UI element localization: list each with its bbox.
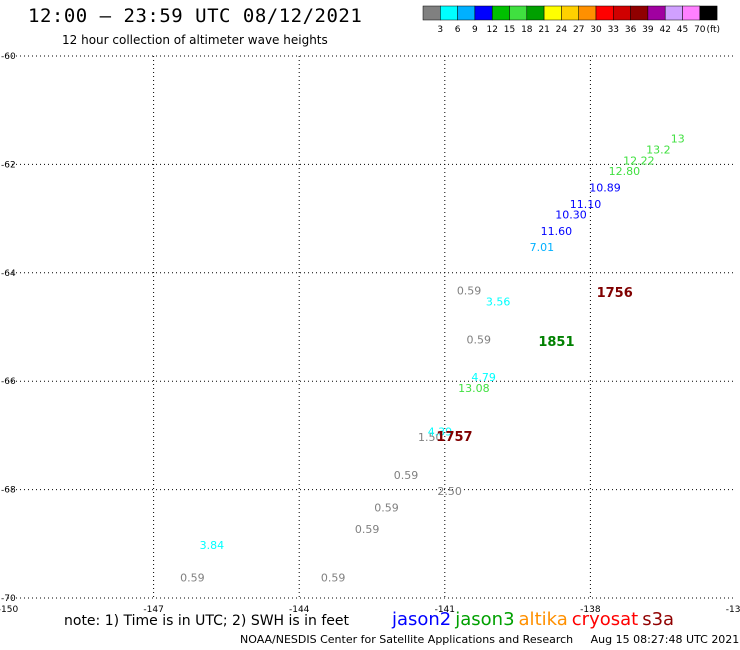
y-tick-label: -68 — [1, 486, 16, 496]
colorbar-label: 36 — [625, 25, 637, 35]
wave-height-label: 13 — [671, 133, 685, 146]
colorbar-label: 18 — [521, 25, 533, 35]
credit-text: NOAA/NESDIS Center for Satellite Applica… — [240, 633, 574, 646]
wave-height-label: 13.08 — [458, 382, 490, 395]
y-tick-label: -60 — [1, 52, 16, 62]
wave-height-label: 10.89 — [589, 182, 621, 195]
colorbar-label: 27 — [573, 25, 584, 35]
wave-height-label: 2.50 — [437, 485, 462, 498]
footer-credit: NOAA/NESDIS Center for Satellite Applica… — [240, 633, 740, 646]
x-tick-label: -138 — [580, 605, 601, 615]
colorbar-label: 9 — [472, 25, 478, 35]
pass-time-label: 1756 — [597, 286, 633, 301]
wave-height-label: 12.80 — [609, 165, 641, 178]
wave-height-label: 1.50 — [418, 431, 443, 444]
colorbar-label: 3 — [437, 25, 443, 35]
colorbar-swatch — [699, 5, 718, 21]
x-tick-label: -147 — [143, 605, 163, 615]
colorbar-label: 45 — [677, 25, 688, 35]
x-tick-label: -135 — [726, 605, 740, 615]
x-tick-label: -150 — [0, 605, 18, 615]
wave-height-label: 0.59 — [374, 501, 399, 514]
pass-annotations: 1756 1851 1757 — [436, 286, 632, 445]
pass-time-label: 1757 — [436, 430, 472, 445]
footer-note: note: 1) Time is in UTC; 2) SWH is in fe… — [64, 613, 350, 629]
satellite-name: s3a — [642, 609, 675, 630]
wave-height-label: 4.39 — [428, 425, 453, 438]
axis-tick-labels: -150 -147 -144 -141 -138 -135 -60 -62 -64 -66 -68 -… — [0, 52, 740, 615]
wave-height-label: 0.59 — [355, 523, 380, 536]
x-tick-label: -141 — [435, 605, 455, 615]
timestamp-text: Aug 15 08:27:48 UTC 2021 — [590, 633, 740, 646]
wave-height-label: 13.2 — [646, 144, 671, 157]
wave-height-label: 11.10 — [570, 198, 602, 211]
colorbar-label: 30 — [590, 25, 602, 35]
wave-height-label: 11.60 — [541, 225, 573, 238]
satellite-legend: note: 1) Time is in UTC; 2) SWH is in fe… — [64, 609, 674, 630]
satellite-name: cryosat — [571, 609, 639, 630]
y-tick-label: -62 — [1, 160, 16, 170]
x-tick-label: -144 — [289, 605, 310, 615]
colorbar-label: 24 — [556, 25, 568, 35]
satellite-name: altika — [518, 609, 568, 630]
y-tick-label: -64 — [1, 269, 16, 279]
colorbar-label: 42 — [659, 25, 670, 35]
colorbar-label: 15 — [504, 25, 515, 35]
color-scale-legend: 3 6 9 12 15 18 21 24 27 30 33 36 39 42 45 70 (ft) — [422, 5, 720, 35]
wave-height-label: 3.84 — [200, 539, 225, 552]
wave-height-label: 0.59 — [321, 572, 346, 585]
wave-height-label: 0.59 — [180, 572, 205, 585]
satellite-name: jason3 — [455, 609, 515, 630]
pass-time-label: 1851 — [538, 335, 574, 350]
wave-height-label: 3.56 — [486, 295, 511, 308]
colorbar-label: 12 — [486, 25, 497, 35]
chart-title: 12:00 – 23:59 UTC 08/12/2021 — [28, 5, 363, 27]
y-tick-label: -70 — [1, 594, 16, 604]
colorbar-unit: (ft) — [706, 25, 720, 35]
wave-height-label: 0.59 — [394, 469, 419, 482]
colorbar-label: 70 — [694, 25, 706, 35]
wave-height-label: 0.59 — [467, 333, 492, 346]
wave-height-label: 4.79 — [471, 371, 496, 384]
wave-height-label: 12.22 — [623, 154, 655, 167]
satellite-name: jason2 — [391, 609, 452, 630]
grid-lines — [8, 55, 736, 599]
y-tick-label: -66 — [1, 377, 16, 387]
data-labels: 0.59 0.59 0.59 0.59 0.59 0.59 0.59 1.50 2.50 4.39… — [180, 133, 685, 585]
colorbar-label: 6 — [455, 25, 461, 35]
wave-height-label: 0.59 — [457, 284, 482, 297]
chart-subtitle: 12 hour collection of altimeter wave hei… — [62, 33, 328, 47]
wave-height-label: 7.01 — [530, 241, 555, 254]
colorbar-label: 39 — [642, 25, 654, 35]
colorbar-label: 21 — [538, 25, 549, 35]
wave-height-label: 10.30 — [555, 209, 587, 222]
colorbar-label: 33 — [608, 25, 619, 35]
